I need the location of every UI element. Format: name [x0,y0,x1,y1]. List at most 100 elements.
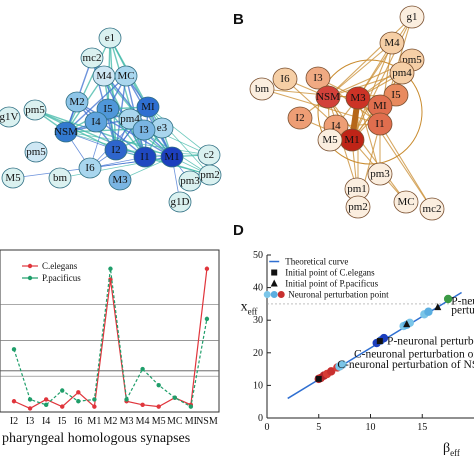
node-label: I6 [280,73,290,85]
node-e3: e3 [150,117,174,139]
node-label: e1 [105,32,115,44]
edge [379,123,433,210]
x-axis-label-main: β [443,441,450,456]
y-tick-label: 0 [258,413,263,424]
node-label: I1 [140,151,149,163]
node-circle [419,197,445,221]
node-label: pm2 [348,201,368,213]
initial-point-c-elegans [376,338,383,345]
annotation: perturbation [451,305,474,317]
annotation: C-neuronal perturbation of NSM [337,359,474,371]
node-label: pm1 [347,183,367,195]
edge [327,16,413,98]
edge [357,97,433,210]
node-i3: I3 [305,66,331,90]
node-i4: I4 [84,111,108,133]
legend-c: C.elegans P.pacificus [22,261,81,283]
node-m3: M3 [108,169,132,191]
initial-point-c-elegans [315,375,322,382]
node-circle [108,169,132,191]
node-label: pm4 [120,113,140,125]
node-label: I3 [139,124,149,136]
node-nsm: NSM [315,85,341,109]
node-label: bm [53,172,68,184]
data-point [188,404,194,409]
node-label: I4 [91,116,101,128]
node-pm5: pm5 [23,99,47,121]
node-m5: M5 [1,167,25,189]
node-circle [345,86,371,110]
series-line [13,268,208,410]
data-point [60,388,65,393]
data-point [204,266,210,271]
x-tick-label: NSM [196,416,218,427]
perturbation-point [424,307,433,316]
y-tick-label: 10 [253,380,263,391]
annotation: P-neuronal perturbatio [387,335,474,347]
node-i3: I3 [132,119,156,141]
node-circle [160,146,184,168]
edge [351,42,393,141]
node-label: pm5 [25,104,45,116]
node-circle [80,47,104,69]
x-tick-label: I6 [74,416,82,427]
node-label: M4 [384,37,400,49]
legend-label: Initial point of C.elegans [285,268,375,278]
node-pm1: pm1 [344,177,370,201]
node-m5: M5 [317,128,343,152]
initial-point-p-pacificus [434,303,442,311]
x-tick-label: 5 [316,422,321,433]
node-label: pm3 [370,168,390,180]
node-pm2: pm2 [198,164,222,186]
edge [327,96,407,203]
node-label: bm [255,83,270,95]
node-m1: M1 [160,146,184,168]
node-pm3: pm3 [178,170,202,192]
node-bm: bm [249,77,275,101]
node-circle [136,96,160,118]
annotation: P-neuronal [451,296,474,308]
node-label: e3 [157,122,168,134]
x-tick-label: 10 [366,422,376,433]
data-point [27,397,33,402]
node-circle [23,99,47,121]
node-circle [305,66,331,90]
node-label: MI [141,101,155,113]
node-circle [168,191,192,213]
x-tick-label: M3 [120,416,134,427]
node-mc2: mc2 [419,197,445,221]
legend-label: Neuronal perturbation point [288,290,389,300]
node-mc: MC [393,190,419,214]
x-tick-label: 0 [265,422,270,433]
edge [89,156,173,169]
series-p-pacificus [11,266,210,409]
perturbation-point [338,360,347,369]
node-g1v: g1V [0,106,21,128]
node-circle [24,141,48,163]
data-point [108,266,113,271]
node-pm5: pm5 [24,141,48,163]
data-point [124,397,129,402]
edge [317,59,423,165]
node-label: pm2 [200,169,220,181]
node-nsm: NSM [54,121,78,143]
x-axis-label: pharyngeal homologous synapses [2,431,190,446]
x-tick-label: I3 [26,416,34,427]
node-circle [104,139,128,161]
node-pm3: pm3 [367,162,393,186]
panel-label-d: D [233,222,244,239]
x-tick-label: M1 [87,416,101,427]
node-circle [315,85,341,109]
node-circle [399,5,425,29]
node-label: M2 [69,96,84,108]
node-label: g1D [171,196,190,208]
node-m3: M3 [345,86,371,110]
node-label: c2 [204,149,214,161]
node-circle [345,195,371,219]
legend-swatch [270,291,278,299]
node-circle [54,121,78,143]
node-label: mc2 [83,52,102,64]
node-i2: I2 [104,139,128,161]
edges-b [261,16,433,210]
